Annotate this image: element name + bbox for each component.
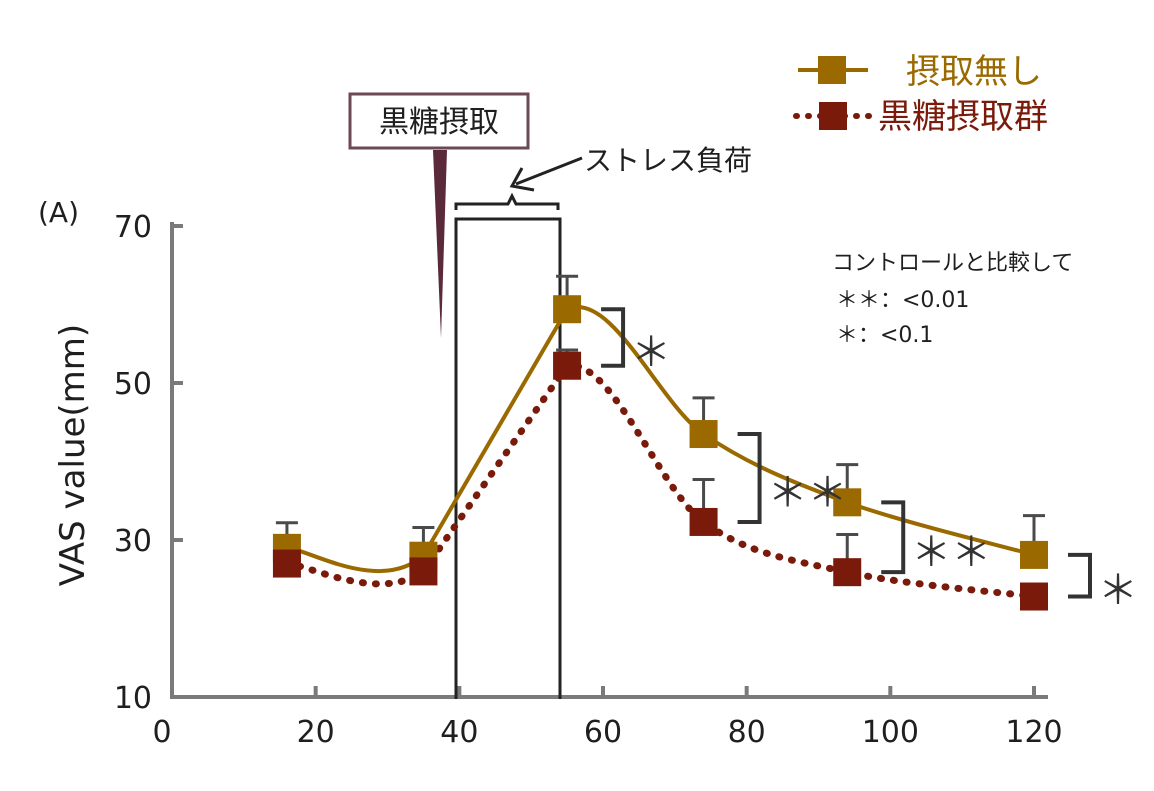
y-axis-label: VAS value(mm)	[53, 324, 93, 586]
stress-arrow	[509, 156, 583, 192]
note-line-2: ＊＊：<0.01	[836, 288, 969, 313]
series-1-marker	[1020, 540, 1048, 569]
significance-label: ＊	[631, 329, 671, 375]
x-ticks: 0 20 40 60 80 100 120	[152, 686, 1063, 750]
stress-brace	[454, 192, 560, 210]
series-markers	[272, 295, 1048, 611]
series-1-marker	[689, 420, 718, 449]
legend: 摂取無し 黒糖摂取群	[793, 52, 1048, 137]
intake-pointer	[433, 150, 447, 338]
legend-marker-1	[818, 56, 846, 84]
x-tick-label: 20	[297, 715, 335, 750]
series-2-marker	[689, 507, 718, 536]
legend-marker-2	[819, 102, 847, 130]
series-1-marker	[833, 488, 862, 517]
legend-label-1: 摂取無し	[906, 52, 1042, 92]
legend-label-2: 黒糖摂取群	[878, 97, 1048, 137]
x-tick-label: 40	[440, 715, 478, 750]
series-2-marker	[272, 549, 301, 578]
intake-box-frame	[348, 92, 530, 150]
significance-marks: ＊＊＊＊＊＊	[601, 307, 1138, 614]
series-1-marker	[553, 295, 582, 324]
significance-bracket	[881, 500, 906, 575]
x-tick-label: 0	[152, 715, 171, 750]
x-tick-label: 60	[584, 715, 622, 750]
stress-box-frame	[454, 217, 562, 699]
series-2-marker	[1020, 582, 1048, 611]
series-2-marker	[409, 557, 438, 586]
significance-label: ＊＊	[768, 470, 848, 516]
stress-label: ストレス負荷	[584, 144, 752, 177]
significance-label: ＊＊	[911, 529, 991, 575]
significance-bracket	[1068, 552, 1092, 599]
significance-label: ＊	[1098, 568, 1138, 614]
intake-box-label: 黒糖摂取	[379, 105, 499, 140]
y-tick-label: 30	[114, 524, 152, 559]
y-tick-label: 50	[114, 367, 152, 402]
significance-note: コントロールと比較して ＊＊：<0.01 ＊：<0.1	[832, 251, 1073, 348]
x-tick-label: 100	[862, 715, 919, 750]
stress-box	[454, 192, 562, 699]
y-ticks: 10 30 50 70	[114, 210, 183, 716]
x-tick-label: 80	[728, 715, 766, 750]
y-tick-label: 70	[114, 210, 152, 245]
significance-bracket	[737, 432, 762, 524]
series-2-marker	[833, 558, 862, 587]
note-line-1: コントロールと比較して	[832, 251, 1073, 276]
series-2-marker	[553, 351, 582, 380]
x-tick-label: 120	[1005, 715, 1062, 750]
y-tick-label: 10	[114, 681, 152, 716]
significance-bracket	[601, 307, 626, 368]
note-line-3: ＊：<0.1	[836, 323, 933, 348]
panel-label: (A)	[38, 196, 79, 229]
